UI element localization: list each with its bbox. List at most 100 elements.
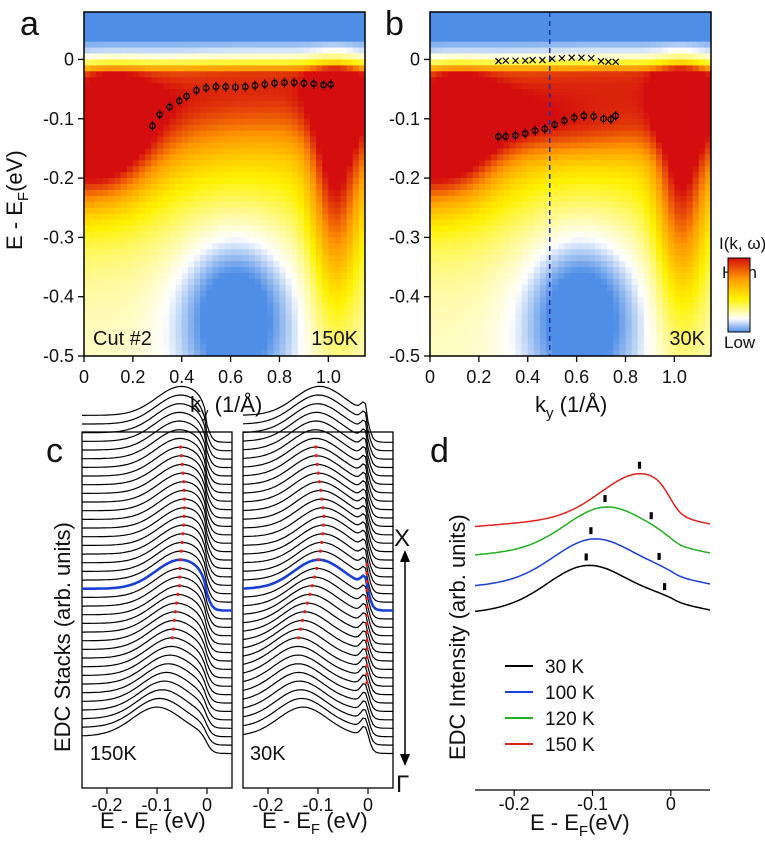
heatmap-cell bbox=[478, 296, 486, 304]
dispersion-point bbox=[175, 97, 183, 105]
heatmap-cell bbox=[625, 53, 633, 61]
heatmap-cell bbox=[242, 249, 250, 256]
heatmap-cell bbox=[84, 47, 91, 55]
heatmap-cell bbox=[637, 35, 645, 43]
heatmap-cell bbox=[175, 35, 183, 43]
heatmap-cell bbox=[138, 314, 146, 322]
heatmap-cell bbox=[539, 95, 547, 102]
heatmap-cell bbox=[631, 207, 639, 215]
heatmap-cell bbox=[478, 148, 486, 155]
heatmap-cell bbox=[200, 231, 207, 238]
heatmap-cell bbox=[533, 350, 541, 356]
heatmap-cell bbox=[273, 17, 281, 25]
heatmap-cell bbox=[527, 23, 535, 31]
heatmap-cell bbox=[255, 231, 262, 238]
heatmap-cell bbox=[340, 112, 348, 120]
heatmap-cell bbox=[90, 130, 97, 138]
heatmap-cell bbox=[187, 65, 195, 72]
heatmap-cell bbox=[552, 344, 559, 351]
heatmap-cell bbox=[346, 184, 354, 191]
heatmap-cell bbox=[515, 332, 523, 339]
heatmap-cell bbox=[352, 83, 360, 90]
heatmap-cell bbox=[466, 65, 474, 72]
heatmap-cell bbox=[145, 225, 152, 233]
heatmap-cell bbox=[552, 172, 559, 179]
heatmap-cell bbox=[442, 106, 449, 114]
heatmap-cell bbox=[448, 278, 456, 286]
heatmap-cell bbox=[588, 130, 596, 138]
heatmap-cell bbox=[521, 296, 529, 304]
heatmap-cell bbox=[102, 136, 110, 144]
heatmap-cell bbox=[533, 184, 541, 191]
heatmap-cell bbox=[328, 12, 336, 19]
heatmap-cell bbox=[187, 350, 195, 356]
heatmap-cell bbox=[84, 160, 91, 167]
heatmap-cell bbox=[466, 142, 474, 150]
heatmap-cell bbox=[649, 338, 657, 345]
heatmap-cell bbox=[218, 284, 226, 292]
heatmap-cell bbox=[527, 106, 535, 114]
heatmap-cell bbox=[466, 231, 474, 238]
heatmap-cell bbox=[175, 77, 183, 84]
heatmap-cell bbox=[114, 112, 122, 120]
dispersion-point bbox=[183, 92, 191, 100]
heatmap-cell bbox=[108, 136, 116, 144]
heatmap-cell bbox=[478, 65, 486, 72]
heatmap-cell bbox=[273, 278, 281, 286]
heatmap-cell bbox=[145, 106, 152, 114]
heatmap-cell bbox=[273, 124, 281, 132]
heatmap-cell bbox=[273, 314, 281, 322]
heatmap-cell bbox=[169, 267, 177, 274]
heatmap-cell bbox=[521, 112, 529, 120]
heatmap-cell bbox=[279, 65, 287, 72]
heatmap-cell bbox=[570, 106, 578, 114]
heatmap-cell bbox=[515, 261, 523, 268]
heatmap-cell bbox=[515, 53, 523, 61]
heatmap-cell bbox=[552, 17, 559, 25]
heatmap-cell bbox=[248, 284, 256, 292]
heatmap-cell bbox=[582, 112, 590, 120]
heatmap-cell bbox=[230, 47, 238, 55]
heatmap-cell bbox=[285, 184, 293, 191]
heatmap-cell bbox=[285, 261, 293, 268]
heatmap-cell bbox=[132, 237, 140, 244]
heatmap-cell bbox=[601, 71, 608, 78]
heatmap-cell bbox=[303, 136, 311, 144]
heatmap-cell bbox=[90, 12, 97, 19]
heatmap-cell bbox=[230, 112, 238, 120]
heatmap-cell bbox=[576, 89, 584, 96]
heatmap-cell bbox=[108, 130, 116, 138]
heatmap-cell bbox=[649, 272, 657, 280]
heatmap-cell bbox=[484, 112, 492, 120]
heatmap-cell bbox=[169, 261, 177, 268]
heatmap-cell bbox=[132, 95, 140, 102]
heatmap-cell bbox=[151, 17, 158, 25]
heatmap-cell bbox=[340, 332, 348, 339]
heatmap-cell bbox=[96, 41, 103, 49]
heatmap-cell bbox=[613, 53, 620, 61]
heatmap-cell bbox=[491, 83, 498, 90]
heatmap-cell bbox=[236, 350, 244, 356]
heatmap-cell bbox=[310, 237, 317, 244]
heatmap-cell bbox=[224, 53, 232, 61]
heatmap-cell bbox=[285, 326, 293, 333]
heatmap-cell bbox=[322, 278, 329, 286]
heatmap-cell bbox=[310, 296, 317, 304]
heatmap-cell bbox=[138, 112, 146, 120]
heatmap-cell bbox=[96, 302, 103, 310]
heatmap-cell bbox=[212, 59, 219, 66]
heatmap-cell bbox=[442, 112, 449, 120]
heatmap-cell bbox=[212, 100, 219, 108]
heatmap-cell bbox=[175, 23, 183, 31]
heatmap-cell bbox=[521, 106, 529, 114]
heatmap-cell bbox=[132, 124, 140, 132]
heatmap-cell bbox=[297, 106, 305, 114]
heatmap-cell bbox=[478, 255, 486, 262]
heatmap-cell bbox=[515, 47, 523, 55]
heatmap-cell bbox=[521, 184, 529, 191]
heatmap-cell bbox=[625, 29, 633, 37]
heatmap-cell bbox=[120, 59, 128, 66]
heatmap-cell bbox=[163, 184, 171, 191]
heatmap-cell bbox=[436, 154, 443, 161]
heatmap-cell bbox=[193, 243, 201, 250]
